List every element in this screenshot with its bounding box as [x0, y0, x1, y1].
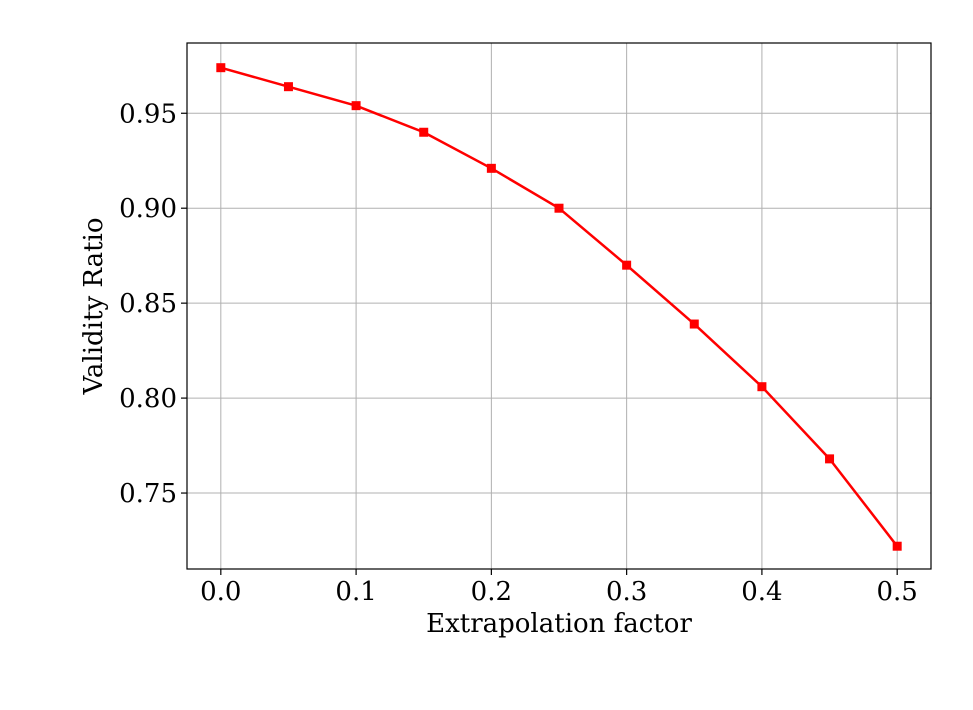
data-point-marker — [757, 382, 767, 392]
x-tick-label: 0.3 — [606, 577, 647, 607]
plot-frame — [186, 42, 932, 570]
data-point-marker — [554, 203, 564, 213]
x-tick-label: 0.1 — [335, 577, 376, 607]
y-axis-ticks: 0.75 0.80 0.85 0.90 0.95 — [119, 99, 187, 509]
data-point-marker — [216, 63, 226, 73]
data-point-marker — [689, 319, 699, 329]
x-axis-ticks: 0.0 0.1 0.2 0.3 0.4 0.5 — [200, 569, 918, 607]
series-line — [220, 66, 899, 547]
grid — [187, 43, 931, 569]
y-tick-label: 0.85 — [119, 289, 177, 319]
series-layer — [216, 63, 902, 551]
data-point-marker — [825, 454, 835, 464]
x-tick-label: 0.2 — [471, 577, 512, 607]
y-tick-label: 0.80 — [119, 384, 177, 414]
x-tick-label: 0.5 — [877, 577, 918, 607]
y-tick-label: 0.90 — [119, 194, 177, 224]
x-tick-label: 0.0 — [200, 577, 241, 607]
data-point-marker — [622, 260, 632, 270]
y-axis-label: Validity Ratio — [79, 218, 109, 396]
y-tick-label: 0.75 — [119, 479, 177, 509]
x-axis-label: Extrapolation factor — [426, 609, 692, 639]
data-point-marker — [419, 127, 429, 137]
data-point-marker — [351, 101, 361, 111]
data-point-marker — [486, 163, 496, 173]
data-point-marker — [283, 82, 293, 92]
x-tick-label: 0.4 — [741, 577, 782, 607]
y-tick-label: 0.95 — [119, 99, 177, 129]
data-point-marker — [892, 541, 902, 551]
